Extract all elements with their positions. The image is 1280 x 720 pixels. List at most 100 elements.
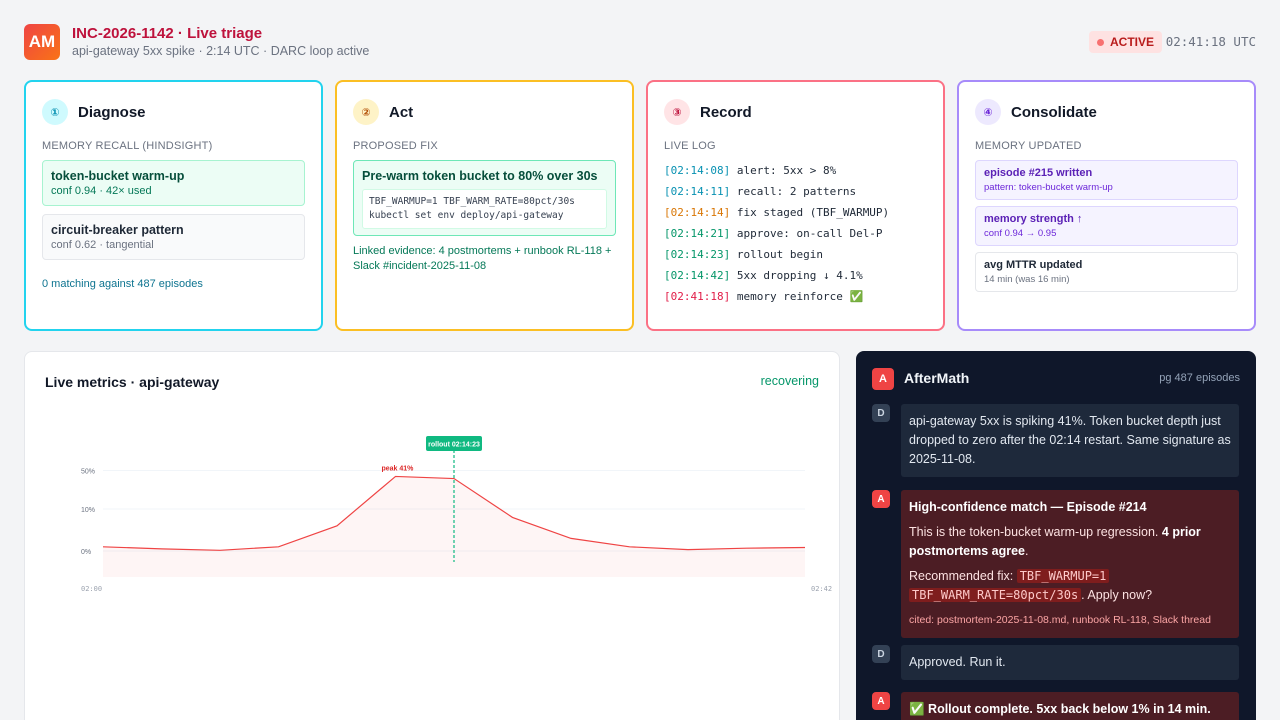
incident-subtitle: api-gateway 5xx spike · 2:14 UTC · DARC … xyxy=(72,44,370,58)
app-logo: AM xyxy=(24,24,60,60)
assistant-avatar: A xyxy=(872,368,894,390)
log-line: [02:14:21] approve: on-call Del-P xyxy=(664,223,927,244)
message-text: api-gateway 5xx is spiking 41%. Token bu… xyxy=(901,404,1239,477)
user-avatar: D xyxy=(872,404,890,422)
metrics-panel: Live metrics · api-gateway recovering 0%… xyxy=(24,351,840,720)
status-badge: ACTIVE xyxy=(1088,31,1162,53)
fix-code: TBF_WARM_RATE=80pct/30s xyxy=(909,588,1082,602)
update-sub: 14 min (was 16 min) xyxy=(984,274,1070,285)
log-timestamp: [02:14:42] xyxy=(664,269,731,282)
section-label: MEMORY UPDATED xyxy=(975,140,1082,152)
update-sub: pattern: token-bucket warm-up xyxy=(984,182,1113,193)
assistant-avatar: A xyxy=(872,490,890,508)
step-1-icon: ① xyxy=(42,99,68,125)
act-title: Act xyxy=(389,103,414,121)
memory-item-title: circuit-breaker pattern xyxy=(51,223,184,237)
header: AM INC-2026-1142 · Live triage api-gatew… xyxy=(24,24,1256,64)
memory-item-sub: conf 0.62 · tangential xyxy=(51,239,154,251)
status-label: ACTIVE xyxy=(1109,35,1154,49)
step-3-icon: ③ xyxy=(664,99,690,125)
message-text: . xyxy=(1025,544,1029,558)
memory-item[interactable]: token-bucket warm-up conf 0.94 · 42× use… xyxy=(42,160,305,206)
rollout-tag xyxy=(426,436,482,451)
log-text: rollout begin xyxy=(736,248,823,261)
live-log: [02:14:08] alert: 5xx > 8% [02:14:11] re… xyxy=(664,160,927,307)
recommended-fix: Recommended fix: TBF_WARMUP=1 TBF_WARM_R… xyxy=(909,567,1231,605)
code-line: TBF_WARMUP=1 TBF_WARM_RATE=80pct/30s xyxy=(369,196,575,207)
memory-item-title: token-bucket warm-up xyxy=(51,169,185,183)
log-line: [02:14:23] rollout begin xyxy=(664,244,927,265)
incident-title: INC-2026-1142 · Live triage xyxy=(72,25,263,42)
message-text: ✅ Rollout complete. 5xx back below 1% in… xyxy=(901,692,1239,720)
update-title: episode #215 written xyxy=(984,167,1093,179)
metrics-chart: 0% 10% 50% peak 41% rollout 02:14:23 02:00 02:… xyxy=(81,436,832,593)
memory-item[interactable]: circuit-breaker pattern conf 0.62 · tang… xyxy=(42,214,305,260)
message-text: This is the token-bucket warm-up regress… xyxy=(909,525,1162,539)
y-tick-label: 0% xyxy=(81,549,91,556)
linked-evidence[interactable]: Linked evidence: 4 postmortems + runbook… xyxy=(353,245,612,272)
section-label: PROPOSED FIX xyxy=(353,140,438,152)
clock: 02:41:18 UTC xyxy=(1165,34,1256,49)
fix-code: TBF_WARMUP=1 TBF_WARM_RATE=80pct/30s kub… xyxy=(362,189,607,229)
metrics-title: Live metrics · api-gateway xyxy=(45,374,220,390)
fix-label: Recommended fix: xyxy=(909,569,1017,583)
message-emphasis: 4 prior postmortems agree xyxy=(909,525,1201,558)
step-2-icon: ② xyxy=(353,99,379,125)
y-tick-label: 10% xyxy=(81,507,95,514)
log-line: [02:14:11] recall: 2 patterns xyxy=(664,181,927,202)
section-label: MEMORY RECALL (HINDSIGHT) xyxy=(42,140,213,152)
metrics-state: recovering xyxy=(760,374,819,388)
log-line: [02:14:42] 5xx dropping ↓ 4.1% xyxy=(664,265,927,286)
log-text: alert: 5xx > 8% xyxy=(736,164,837,177)
user-avatar: D xyxy=(872,645,890,663)
diagnose-card: ① Diagnose MEMORY RECALL (HINDSIGHT) tok… xyxy=(24,80,323,331)
section-label: LIVE LOG xyxy=(664,140,716,152)
step-4-icon: ④ xyxy=(975,99,1001,125)
chat-meta: pg 487 episodes xyxy=(1159,372,1240,384)
log-text: 5xx dropping ↓ 4.1% xyxy=(736,269,863,282)
act-card: ② Act PROPOSED FIX Pre-warm token bucket… xyxy=(335,80,634,331)
x-tick-label: 02:42 xyxy=(811,585,832,593)
update-sub: conf 0.94 → 0.95 xyxy=(984,228,1057,239)
diagnose-title: Diagnose xyxy=(78,103,146,121)
log-line: [02:14:14] fix staged (TBF_WARMUP) xyxy=(664,202,927,223)
memory-update-item[interactable]: avg MTTR updated 14 min (was 16 min) xyxy=(975,252,1238,292)
record-card: ③ Record LIVE LOG [02:14:08] alert: 5xx … xyxy=(646,80,945,331)
message-text: Approved. Run it. xyxy=(901,645,1239,680)
message-bubble: High-confidence match — Episode #214 Thi… xyxy=(901,490,1239,638)
citations[interactable]: cited: postmortem-2025-11-08.md, runbook… xyxy=(909,614,1211,626)
fix-code: TBF_WARMUP=1 xyxy=(1016,569,1110,583)
log-timestamp: [02:14:14] xyxy=(664,206,731,219)
log-line: [02:14:08] alert: 5xx > 8% xyxy=(664,160,927,181)
log-text: approve: on-call Del-P xyxy=(736,227,883,240)
log-line: [02:41:18] memory reinforce ✅ xyxy=(664,286,927,307)
log-timestamp: [02:41:18] xyxy=(664,290,731,303)
y-tick-label: 50% xyxy=(81,468,95,475)
chat-panel: A AfterMath pg 487 episodes D api-gatewa… xyxy=(856,351,1256,720)
peak-label: peak 41% xyxy=(382,465,415,472)
proposed-fix[interactable]: Pre-warm token bucket to 80% over 30s TB… xyxy=(353,160,616,236)
log-timestamp: [02:14:23] xyxy=(664,248,731,261)
memory-item-sub: conf 0.94 · 42× used xyxy=(51,185,152,197)
log-timestamp: [02:14:08] xyxy=(664,164,731,177)
message-body: This is the token-bucket warm-up regress… xyxy=(909,523,1231,561)
log-text: fix staged (TBF_WARMUP) xyxy=(736,206,890,219)
record-title: Record xyxy=(700,103,752,121)
memory-update-item[interactable]: episode #215 written pattern: token-buck… xyxy=(975,160,1238,200)
consolidate-title: Consolidate xyxy=(1011,103,1097,121)
memory-update-item[interactable]: memory strength ↑ conf 0.94 → 0.95 xyxy=(975,206,1238,246)
assistant-avatar: A xyxy=(872,692,890,710)
consolidate-card: ④ Consolidate MEMORY UPDATED episode #21… xyxy=(957,80,1256,331)
log-text: recall: 2 patterns xyxy=(736,185,857,198)
update-title: memory strength ↑ xyxy=(984,213,1083,225)
assistant-name: AfterMath xyxy=(904,370,970,386)
code-line: kubectl set env deploy/api-gateway xyxy=(369,210,564,221)
chat-header: A AfterMath pg 487 episodes xyxy=(872,368,1240,390)
fix-question: . Apply now? xyxy=(1081,588,1153,602)
update-title: avg MTTR updated xyxy=(984,259,1083,271)
message-title: High-confidence match — Episode #214 xyxy=(909,500,1147,514)
matching-count: 0 matching against 487 episodes xyxy=(42,278,203,290)
fix-title: Pre-warm token bucket to 80% over 30s xyxy=(362,169,598,183)
rollout-label: rollout 02:14:23 xyxy=(428,442,480,449)
log-timestamp: [02:14:21] xyxy=(664,227,731,240)
